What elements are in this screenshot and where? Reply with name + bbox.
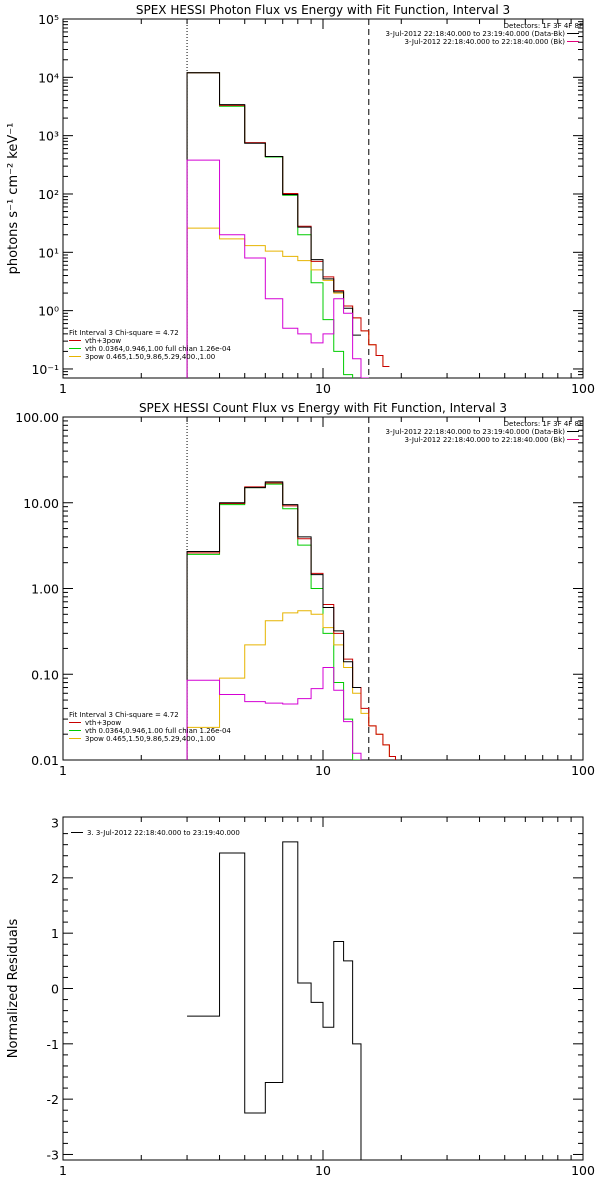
legend-entry-label: vth+3pow [85, 337, 121, 345]
legend-entry-label: vth+3pow [85, 719, 121, 727]
legend-entry-label: vth 0.0364,0.946,1.00 full chian 1.26e-0… [85, 727, 231, 735]
legend-title: Fit Interval 3 Chi-square = 4.72 [69, 711, 179, 719]
legend-bottomleft: Fit Interval 3 Chi-square = 4.72vth+3pow… [69, 711, 231, 743]
residuals-chart: 1 10 100 -3 -2 -1 0 1 2 3 Normalized Residuals 3. 3… [6, 816, 595, 1178]
legend-bottomleft: Fit Interval 3 Chi-square = 4.72vth+3pow… [69, 329, 231, 361]
y-tick-label: 0 [51, 982, 59, 997]
y-tick-label: -1 [47, 1037, 59, 1052]
count-flux-chart: SPEX HESSI Count Flux vs Energy with Fit… [15, 401, 595, 778]
legend-title: Detectors: 1F 3F 4F 8F [504, 420, 583, 428]
y-tick-label: -2 [47, 1092, 59, 1107]
legend-title: Detectors: 1F 3F 4F 8F [504, 22, 583, 30]
x-tick-label: 10 [315, 1163, 331, 1178]
x-axis: 1 10 100 [59, 19, 595, 396]
plot-frame [62, 816, 584, 1161]
y-tick-label: 3 [51, 816, 59, 831]
y-tick-label: 2 [51, 871, 59, 886]
legend-entry-label: vth 0.0364,0.946,1.00 full chian 1.26e-0… [85, 345, 231, 353]
legend-entry-label: 3-Jul-2012 22:18:40.000 to 23:19:40.000 … [386, 428, 566, 436]
series-line-data-minus-bk [187, 841, 362, 1160]
series-line-vth-plus-3pow [186, 72, 390, 378]
x-axis: 1 10 100 [59, 817, 595, 1178]
chart-title: SPEX HESSI Photon Flux vs Energy with Fi… [136, 3, 510, 17]
photon-flux-chart: SPEX HESSI Photon Flux vs Energy with Fi… [6, 3, 595, 396]
y-axis: 0.01 0.10 1.00 10.00 100.00 [15, 410, 583, 768]
y-tick-label: -3 [47, 1147, 59, 1162]
series-group [186, 72, 390, 378]
x-tick-label: 100 [571, 381, 595, 396]
x-tick-label: 1 [59, 763, 67, 778]
x-tick-label: 1 [59, 1163, 67, 1178]
series-line-3pow [186, 227, 390, 378]
x-tick-label: 10 [315, 381, 331, 396]
y-axis-label: photons s⁻¹ cm⁻² keV⁻¹ [6, 123, 21, 275]
y-tick-label: 10³ [38, 129, 59, 144]
y-axis: 10⁻¹ 10⁰ 10¹ 10² 10³ 10⁴ 10⁵ [31, 12, 583, 379]
x-axis: 1 10 100 [59, 417, 595, 778]
y-tick-label: 10⁰ [38, 304, 59, 319]
x-tick-label: 10 [315, 763, 331, 778]
y-tick-label: 0.10 [31, 667, 59, 682]
series-line-data-minus-bk [186, 481, 361, 760]
series-group [187, 841, 362, 1160]
y-axis-label: Normalized Residuals [6, 919, 21, 1059]
y-axis: -3 -2 -1 0 1 2 3 [47, 816, 583, 1162]
legend-entry-label: 3pow 0.465,1.50,9.86,5.29,400.,1.00 [85, 735, 215, 743]
y-tick-label: 10⁵ [38, 12, 59, 27]
x-tick-label: 1 [59, 381, 67, 396]
y-tick-label: 1.00 [31, 582, 59, 597]
x-tick-label: 100 [571, 1163, 595, 1178]
legend-topleft: 3. 3-Jul-2012 22:18:40.000 to 23:19:40.0… [71, 829, 240, 837]
series-group [186, 481, 396, 760]
legend-entry-label: 3-Jul-2012 22:18:40.000 to 22:18:40.000 … [405, 38, 566, 46]
legend-entry-label: 3-Jul-2012 22:18:40.000 to 23:19:40.000 … [386, 30, 566, 38]
legend-entry-label: 3pow 0.465,1.50,9.86,5.29,400.,1.00 [85, 353, 215, 361]
legend-title: Fit Interval 3 Chi-square = 4.72 [69, 329, 179, 337]
y-tick-label: 100.00 [15, 410, 59, 425]
series-line-pink [186, 159, 369, 378]
legend-entry-label: 3. 3-Jul-2012 22:18:40.000 to 23:19:40.0… [87, 829, 240, 837]
chart-title: SPEX HESSI Count Flux vs Energy with Fit… [139, 401, 507, 415]
legend-topright: Detectors: 1F 3F 4F 8F3-Jul-2012 22:18:4… [386, 22, 583, 46]
y-tick-label: 0.01 [31, 753, 59, 768]
y-tick-label: 10¹ [38, 245, 59, 260]
series-line-pink [186, 666, 362, 760]
y-tick-label: 1 [51, 926, 59, 941]
series-line-vth-plus-3pow [186, 482, 396, 760]
y-tick-label: 10.00 [23, 496, 59, 511]
y-tick-label: 10⁻¹ [31, 362, 59, 377]
plot-frame [62, 18, 584, 379]
legend-topright: Detectors: 1F 3F 4F 8F3-Jul-2012 22:18:4… [386, 420, 583, 444]
x-tick-label: 100 [571, 763, 595, 778]
y-tick-label: 10⁴ [38, 70, 59, 85]
y-tick-label: 10² [38, 187, 59, 202]
series-line-data-minus-bk [186, 72, 361, 378]
legend-entry-label: 3-Jul-2012 22:18:40.000 to 22:18:40.000 … [405, 436, 566, 444]
